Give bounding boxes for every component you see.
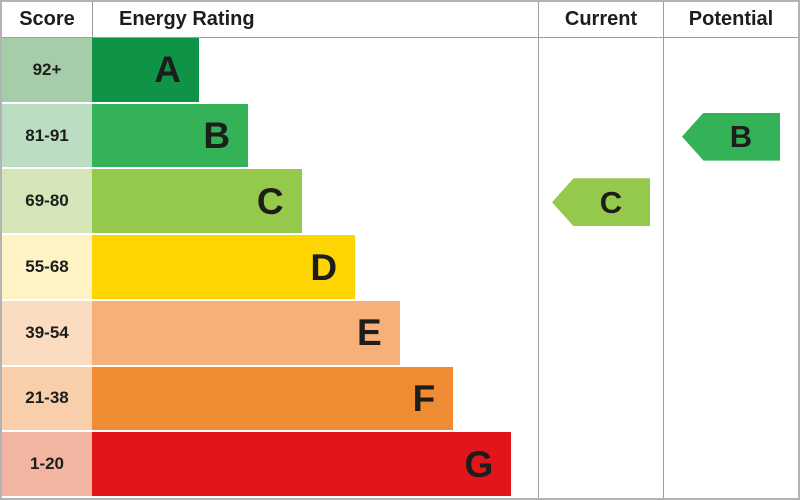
rating-bar-track: F — [92, 366, 538, 433]
score-range-label: 81-91 — [25, 125, 69, 145]
band-letter: G — [464, 443, 494, 485]
current-rating-arrow: C — [552, 178, 650, 227]
current-cell — [538, 432, 663, 499]
score-range-cell: 69-80 — [2, 169, 92, 236]
rating-bar-track: A — [92, 38, 538, 104]
score-column-header: Score — [19, 8, 75, 30]
band-letter: D — [310, 246, 338, 288]
potential-cell — [663, 300, 798, 367]
chart-row: 92+ A — [2, 38, 798, 104]
rating-bar-track: D — [92, 235, 538, 301]
potential-rating-arrow: B — [682, 112, 780, 161]
potential-cell — [663, 235, 798, 301]
score-range-cell: 39-54 — [2, 300, 92, 367]
chart-row: 55-68 D — [2, 235, 798, 301]
score-range-label: 1-20 — [29, 454, 65, 474]
score-range-cell: 81-91 — [2, 103, 92, 170]
chart-row: 81-91 B B — [2, 103, 798, 170]
rating-bar: E — [92, 300, 400, 367]
potential-cell — [663, 366, 798, 433]
rating-bar: C — [92, 169, 302, 236]
energy-rating-column-header: Energy Rating — [92, 2, 538, 37]
rating-bar-track: G — [92, 432, 538, 499]
band-letter: C — [256, 180, 284, 222]
chart-row: 69-80 C C — [2, 169, 798, 236]
potential-cell — [663, 38, 798, 104]
score-range-cell: 1-20 — [2, 432, 92, 499]
current-cell — [538, 38, 663, 104]
potential-cell — [663, 432, 798, 499]
rating-bar: F — [92, 366, 454, 433]
score-range-label: 55-68 — [25, 257, 69, 277]
score-range-label: 69-80 — [25, 191, 69, 211]
potential-column-header: Potential — [663, 2, 798, 37]
current-cell — [538, 103, 663, 170]
chart-row: 1-20 G — [2, 432, 798, 499]
current-cell — [538, 366, 663, 433]
chart-header: Score Energy Rating Current Potential — [2, 2, 798, 38]
potential-cell: B — [663, 103, 798, 170]
rating-bar: B — [92, 103, 249, 170]
current-cell — [538, 235, 663, 301]
rating-bar-track: B — [92, 103, 538, 170]
current-column-header: Current — [538, 2, 663, 37]
band-letter: F — [412, 377, 436, 419]
chart-row: 21-38 F — [2, 366, 798, 433]
chart-rows: 92+ A 81-91 B — [2, 38, 798, 499]
score-range-cell: 92+ — [2, 38, 92, 104]
current-cell: C — [538, 169, 663, 236]
rating-bar: G — [92, 432, 512, 499]
rating-bar-track: C — [92, 169, 538, 236]
score-range-cell: 55-68 — [2, 235, 92, 301]
rating-bar-track: E — [92, 300, 538, 367]
potential-rating-letter: B — [729, 119, 753, 155]
current-cell — [538, 300, 663, 367]
potential-cell — [663, 169, 798, 236]
score-range-label: 39-54 — [25, 322, 69, 342]
score-range-label: 92+ — [32, 59, 62, 79]
score-range-cell: 21-38 — [2, 366, 92, 433]
rating-bar: D — [92, 235, 356, 301]
current-rating-letter: C — [599, 184, 623, 220]
chart-row: 39-54 E — [2, 300, 798, 367]
band-letter: B — [203, 115, 231, 157]
band-letter: A — [154, 49, 182, 91]
rating-bar: A — [92, 38, 200, 104]
score-range-label: 21-38 — [25, 388, 69, 408]
band-letter: E — [357, 312, 382, 354]
